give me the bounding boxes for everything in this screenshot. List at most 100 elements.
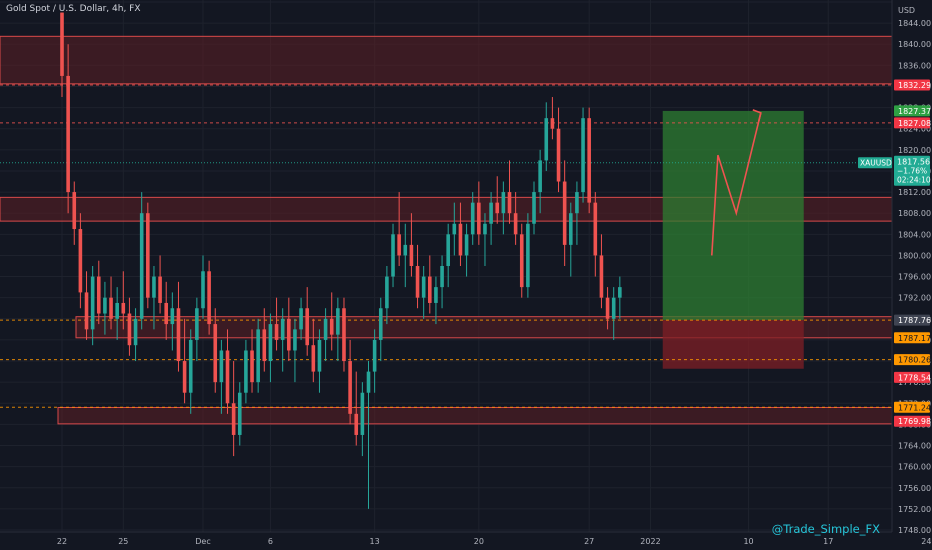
time-tick-label: Dec bbox=[195, 537, 210, 546]
price-label-value: 1778.54 bbox=[898, 373, 931, 382]
candle-body bbox=[440, 266, 444, 288]
candle-body bbox=[507, 192, 512, 214]
price-tick-label: 1824.00 bbox=[898, 125, 931, 134]
candle-body bbox=[237, 392, 242, 435]
price-label-value: 1827.37 bbox=[898, 107, 931, 116]
time-tick-label: 6 bbox=[268, 537, 273, 546]
symbol-badge-label: XAUUSD bbox=[860, 159, 892, 168]
price-zone bbox=[57, 407, 893, 425]
candle-body bbox=[599, 255, 604, 298]
candle-body bbox=[618, 287, 622, 298]
candle-body bbox=[96, 276, 101, 314]
time-tick-label: 24 bbox=[921, 537, 931, 546]
candle-body bbox=[366, 371, 371, 393]
projection-arrowhead bbox=[752, 109, 762, 122]
price-label-value: 1832.29 bbox=[898, 81, 931, 90]
candle-body bbox=[256, 329, 260, 383]
candle-body bbox=[121, 302, 126, 314]
candle-body bbox=[164, 302, 169, 325]
price-label-value: 1780.26 bbox=[898, 356, 931, 365]
candle-body bbox=[152, 276, 156, 298]
price-label-badge bbox=[894, 117, 930, 129]
candle-body bbox=[556, 128, 561, 182]
candle-body bbox=[391, 234, 395, 277]
candle-body bbox=[115, 302, 119, 319]
price-zone bbox=[0, 35, 893, 85]
candle-body bbox=[587, 118, 591, 203]
candle-body bbox=[109, 297, 113, 319]
current-price-badge bbox=[894, 155, 930, 186]
candle-body bbox=[409, 244, 414, 266]
candle-body bbox=[550, 118, 555, 129]
candle-body bbox=[188, 339, 193, 393]
candle-body bbox=[415, 266, 420, 298]
price-label-badge bbox=[894, 332, 930, 344]
price-label-badge bbox=[894, 105, 930, 117]
candle-body bbox=[219, 350, 224, 383]
candle-body bbox=[207, 271, 211, 325]
candle-body bbox=[513, 213, 518, 235]
candle-body bbox=[287, 318, 291, 351]
candle-body bbox=[428, 276, 432, 303]
currency-label: USD bbox=[898, 6, 916, 15]
time-tick-label: 17 bbox=[823, 537, 833, 546]
candle-body bbox=[274, 324, 279, 340]
candle-body bbox=[213, 324, 218, 383]
candle-body bbox=[403, 244, 408, 256]
candle-body bbox=[305, 308, 309, 346]
candle-body bbox=[176, 308, 181, 362]
symbol-badge bbox=[858, 157, 892, 169]
candle-body bbox=[103, 297, 107, 314]
price-tick-label: 1760.00 bbox=[898, 463, 931, 472]
price-label-badge bbox=[894, 314, 930, 326]
chart-symbol-title[interactable]: Gold Spot / U.S. Dollar, 4h, FX bbox=[6, 4, 141, 14]
price-tick-label: 1748.00 bbox=[898, 526, 931, 535]
long-position-profit-area bbox=[662, 110, 804, 321]
time-tick-label: 22 bbox=[57, 537, 67, 546]
candle-body bbox=[605, 297, 610, 319]
price-label-badge bbox=[894, 79, 930, 91]
candle-body bbox=[146, 213, 150, 298]
price-tick-label: 1764.00 bbox=[898, 442, 931, 451]
candle-body bbox=[78, 229, 83, 293]
projection-path bbox=[710, 112, 762, 256]
current-price-change: −1.76% bbox=[897, 167, 927, 176]
candle-body bbox=[299, 308, 303, 330]
price-tick-label: 1756.00 bbox=[898, 484, 931, 493]
price-label-value: 1787.76 bbox=[898, 316, 931, 325]
candle-body bbox=[354, 413, 359, 435]
price-label-value: 1769.98 bbox=[898, 417, 931, 426]
price-tick-label: 1792.00 bbox=[898, 294, 931, 303]
candle-body bbox=[293, 329, 297, 351]
candle-body bbox=[323, 318, 328, 340]
candle-body bbox=[90, 276, 95, 330]
candle-body bbox=[544, 118, 549, 161]
candle-body bbox=[593, 202, 598, 256]
candle-body bbox=[452, 223, 457, 235]
current-price-countdown: 02:24:10 bbox=[897, 176, 931, 185]
candle-body bbox=[60, 12, 64, 76]
candle-body bbox=[280, 318, 285, 340]
time-tick-label: 2022 bbox=[640, 537, 660, 546]
price-tick-label: 1812.00 bbox=[898, 188, 931, 197]
candle-body bbox=[575, 192, 579, 214]
candle-body bbox=[470, 202, 475, 235]
candle-body bbox=[225, 350, 230, 404]
candle-body bbox=[342, 308, 346, 362]
price-tick-label: 1752.00 bbox=[898, 505, 931, 514]
candle-body bbox=[385, 276, 389, 309]
candle-body bbox=[581, 118, 585, 193]
candle-body bbox=[127, 313, 132, 346]
candle-body bbox=[538, 160, 542, 193]
candle-body bbox=[317, 339, 322, 372]
candle-body bbox=[495, 202, 500, 214]
candle-body bbox=[562, 181, 567, 245]
price-tick-label: 1800.00 bbox=[898, 251, 931, 260]
candle-body bbox=[201, 271, 205, 309]
candle-body bbox=[434, 287, 438, 303]
candle-body bbox=[336, 308, 340, 335]
candle-body bbox=[182, 361, 187, 393]
candle-body bbox=[311, 345, 316, 372]
price-label-badge bbox=[894, 415, 930, 427]
